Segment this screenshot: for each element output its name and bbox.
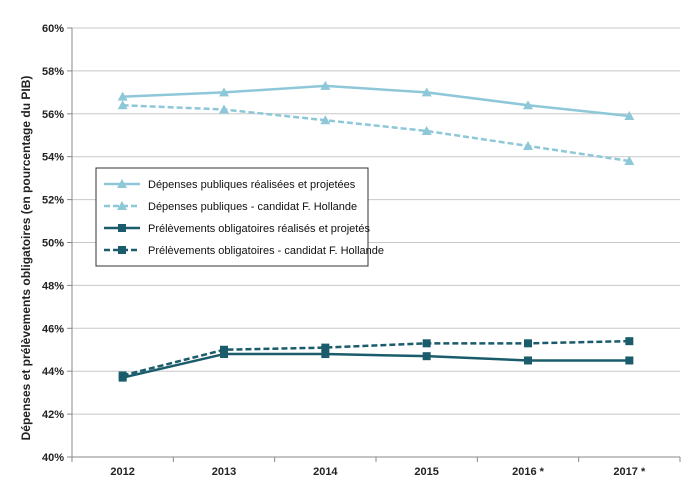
legend-swatch-marker [118, 224, 126, 232]
legend-box [95, 167, 369, 267]
series-layer [117, 80, 635, 382]
legend-swatch-marker [118, 246, 126, 254]
data-point [422, 339, 431, 348]
y-tick-label: 58% [42, 66, 64, 78]
x-tick-label: 2015 [414, 466, 438, 478]
y-tick-label: 56% [42, 109, 64, 121]
data-point [524, 339, 532, 348]
x-tick-label: 2017 * [613, 466, 646, 478]
data-point [118, 371, 127, 380]
legend-swatch-marker [117, 201, 127, 210]
legend-label: Dépenses publiques réalisées et projetée… [148, 179, 356, 191]
data-point [320, 80, 331, 90]
legend-item: Prélèvements obligatoires réalisés et pr… [104, 223, 370, 235]
y-tick-label: 54% [42, 152, 64, 164]
series-2 [117, 100, 635, 165]
x-tick-label: 2012 [110, 466, 134, 478]
data-point [524, 356, 532, 365]
data-point [117, 100, 128, 110]
y-tick-label: 42% [42, 409, 64, 421]
x-tick-label: 2014 [313, 466, 338, 478]
legend-swatch-marker [117, 179, 127, 188]
data-point [421, 87, 432, 97]
y-tick-label: 44% [42, 366, 64, 378]
axis-layer: 40% 42% 44% 46% 48% 50% 52% 54% 56% 58% 60% 2012 201… [42, 23, 681, 478]
legend-label: Dépenses publiques - candidat F. Holland… [148, 201, 357, 213]
y-tick-label: 52% [42, 195, 64, 207]
x-tick-label: 2016 * [512, 466, 545, 478]
data-point [321, 350, 330, 359]
y-tick-label: 48% [42, 280, 64, 292]
data-point [421, 125, 432, 135]
series-1 [117, 80, 635, 120]
y-axis-title: Dépenses et prélèvements obligatoires (e… [19, 76, 33, 441]
data-point [320, 115, 331, 125]
data-point [220, 350, 228, 359]
data-point [523, 140, 533, 150]
y-tick-label: 46% [42, 323, 64, 335]
legend: Dépenses publiques réalisées et projetée… [95, 167, 384, 267]
x-tick-label: 2013 [212, 466, 236, 478]
data-point [624, 155, 635, 165]
series-line [122, 84, 630, 118]
series-line [122, 352, 630, 379]
legend-item: Prélèvements obligatoires - candidat F. … [104, 245, 384, 257]
data-point [422, 352, 431, 361]
data-point [219, 87, 229, 97]
series-line [122, 103, 630, 163]
y-tick-label: 50% [42, 238, 64, 250]
data-point [220, 345, 228, 354]
data-point [219, 104, 229, 114]
legend-item: Dépenses publiques réalisées et projetée… [104, 179, 356, 191]
data-point [117, 91, 128, 101]
legend-item: Dépenses publiques - candidat F. Holland… [104, 201, 357, 213]
legend-label: Prélèvements obligatoires - candidat F. … [148, 245, 384, 257]
series-3 [118, 350, 634, 382]
series-4 [118, 337, 634, 380]
legend-label: Prélèvements obligatoires réalisés et pr… [148, 223, 370, 235]
data-point [321, 343, 330, 352]
series-line [122, 339, 630, 377]
data-point [625, 356, 634, 365]
data-point [625, 337, 634, 346]
data-point [624, 110, 635, 120]
y-tick-label: 40% [42, 452, 64, 464]
data-point [523, 100, 533, 110]
y-tick-label: 60% [42, 23, 64, 35]
